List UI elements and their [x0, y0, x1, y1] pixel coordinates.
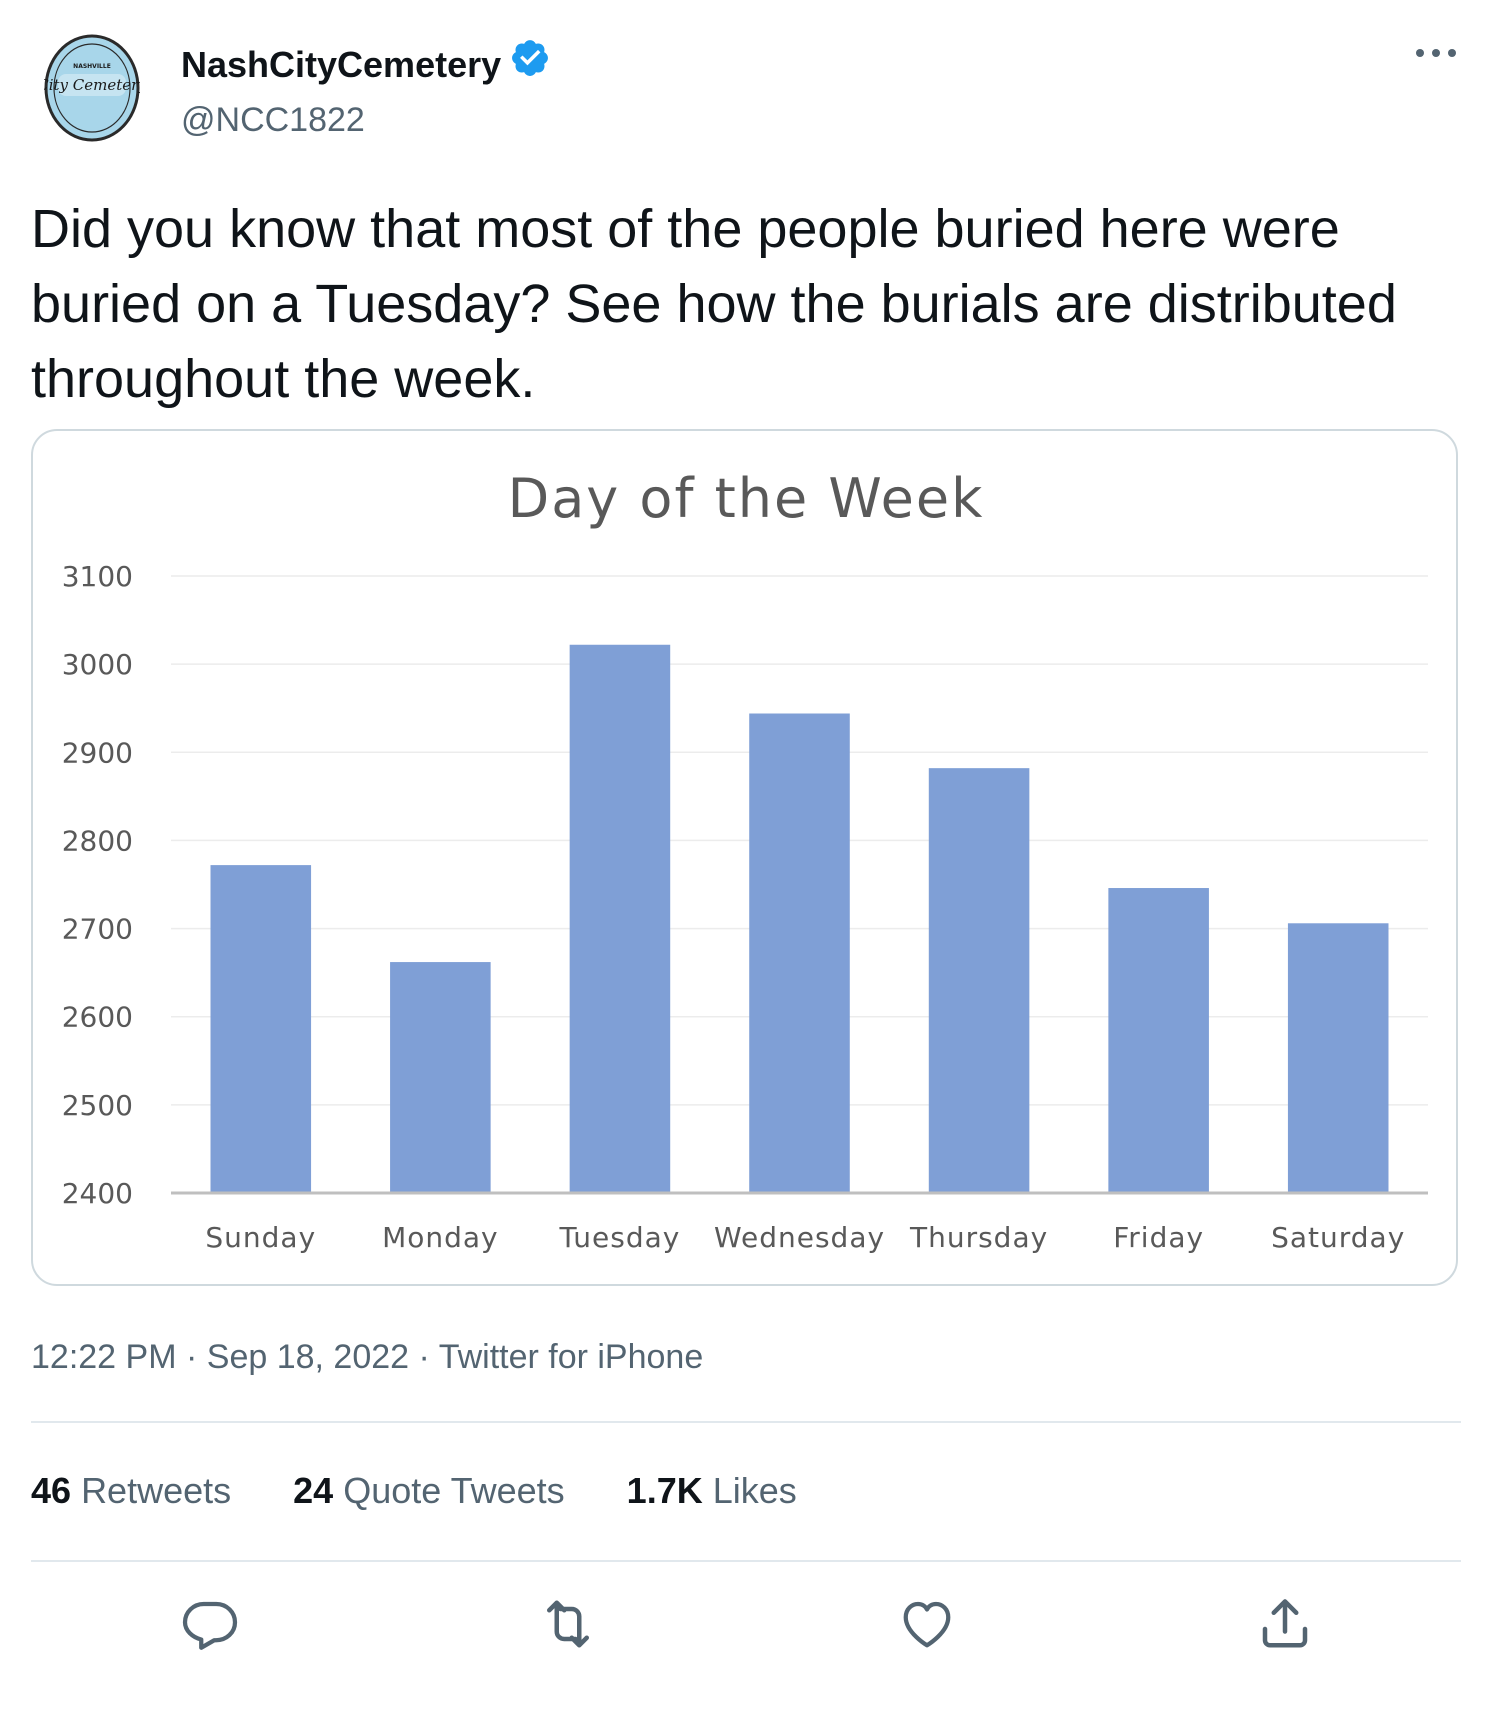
verified-badge-icon: [512, 40, 549, 76]
tweet-time[interactable]: 12:22 PM: [31, 1338, 177, 1376]
heart-icon[interactable]: [897, 1594, 957, 1654]
bar-chart: Day of the Week 2400 2500 2600 2700 2800 2900 3…: [62, 467, 1428, 1254]
meta-separator: ·: [418, 1338, 430, 1376]
tweet-date[interactable]: Sep 18, 2022: [206, 1338, 410, 1376]
bar-wednesday: [749, 713, 850, 1193]
share-icon[interactable]: [1255, 1594, 1315, 1654]
bar-friday: [1108, 888, 1209, 1193]
tweet-text: Did you know that most of the people bur…: [31, 199, 1397, 409]
chart-title: Day of the Week: [508, 467, 985, 530]
x-tick-label: Saturday: [1271, 1221, 1405, 1254]
quote-tweets-stat[interactable]: 24 Quote Tweets: [293, 1470, 565, 1512]
y-tick-label: 2600: [62, 1001, 133, 1034]
x-tick-label: Tuesday: [558, 1221, 680, 1254]
y-tick-label: 2700: [62, 913, 133, 946]
retweets-count: 46: [31, 1470, 72, 1511]
bar-tuesday: [569, 644, 671, 1193]
y-tick-label: 2400: [62, 1177, 133, 1210]
tweet-stats: 46 Retweets 24 Quote Tweets 1.7K Likes: [31, 1470, 859, 1512]
retweets-stat[interactable]: 46 Retweets: [31, 1470, 231, 1512]
account-name-row[interactable]: NashCityCemetery: [181, 40, 551, 86]
y-tick-label: 3100: [62, 560, 133, 593]
reply-icon[interactable]: [180, 1594, 240, 1654]
tweet-meta: 12:22 PM · Sep 18, 2022 · Twitter for iP…: [31, 1338, 703, 1377]
chart-image[interactable]: Day of the Week 2400 2500 2600 2700 2800 2900 3…: [31, 429, 1458, 1286]
likes-stat[interactable]: 1.7K Likes: [627, 1470, 797, 1512]
y-tick-label: 2900: [62, 736, 133, 769]
account-handle[interactable]: @NCC1822: [181, 101, 365, 139]
y-tick-label: 2500: [62, 1089, 133, 1122]
x-tick-label: Friday: [1113, 1221, 1204, 1254]
meta-separator: ·: [185, 1338, 198, 1376]
svg-text:NASHVILLE: NASHVILLE: [73, 63, 111, 70]
quote-tweets-count: 24: [293, 1470, 334, 1511]
tweet-source[interactable]: Twitter for iPhone: [438, 1338, 704, 1376]
svg-text:City Cemetery: City Cemetery: [44, 76, 140, 94]
y-tick-label: 3000: [62, 648, 133, 681]
display-name[interactable]: NashCityCemetery: [181, 44, 502, 85]
x-tick-label: Sunday: [205, 1221, 316, 1254]
x-tick-label: Wednesday: [714, 1221, 885, 1254]
more-options-icon[interactable]: [1412, 38, 1460, 68]
bar-saturday: [1287, 923, 1389, 1193]
retweet-icon[interactable]: [538, 1594, 598, 1654]
divider: [31, 1421, 1461, 1423]
bar-sunday: [210, 865, 312, 1193]
bar-monday: [390, 962, 491, 1193]
avatar[interactable]: City Cemetery NASHVILLE: [44, 34, 140, 142]
likes-count: 1.7K: [626, 1470, 703, 1511]
divider: [31, 1560, 1461, 1562]
retweets-label: Retweets: [81, 1470, 232, 1511]
x-tick-label: Monday: [382, 1221, 499, 1254]
quote-tweets-label: Quote Tweets: [343, 1470, 565, 1511]
bar-thursday: [928, 768, 1030, 1193]
likes-label: Likes: [712, 1470, 797, 1511]
x-tick-label: Thursday: [909, 1221, 1048, 1254]
y-tick-label: 2800: [62, 824, 133, 857]
